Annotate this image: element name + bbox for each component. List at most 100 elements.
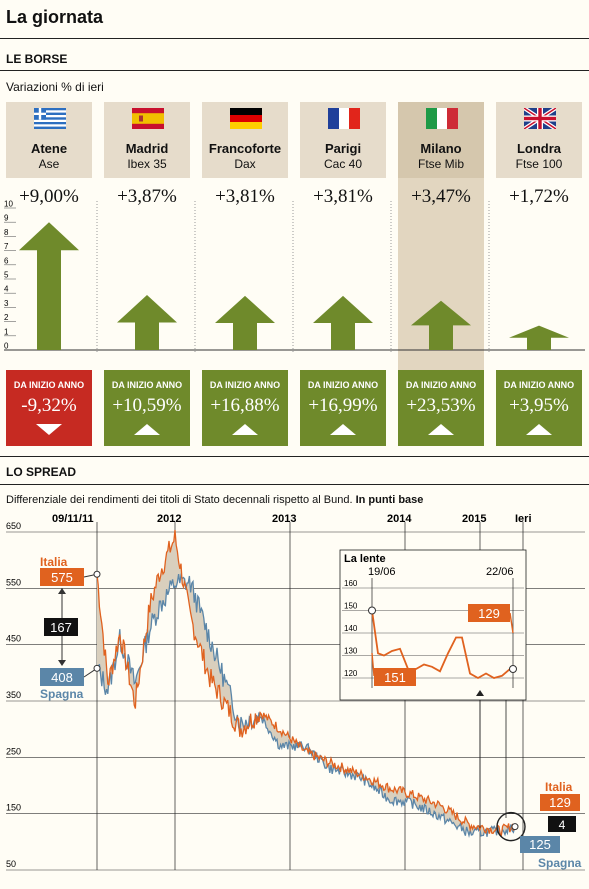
date-label: 09/11/11 bbox=[52, 513, 94, 525]
ytd-value: +23,53% bbox=[406, 395, 476, 416]
ytd-label: DA INIZIO ANNO bbox=[503, 380, 575, 390]
diff-box bbox=[548, 816, 576, 832]
lente-series-line bbox=[371, 610, 513, 680]
market-header-francoforte: Francoforte Dax bbox=[202, 102, 288, 178]
greece-flag bbox=[34, 108, 66, 129]
ytd-label: DA INIZIO ANNO bbox=[405, 380, 477, 390]
bar-arrow-madrid bbox=[117, 295, 177, 350]
ytd-box: DA INIZIO ANNO -9,32% bbox=[6, 370, 92, 446]
market-city: Parigi bbox=[324, 141, 362, 156]
spread-chart: 650 550 450 350 250 150 50 09/11/11 2012 2013 2014… bbox=[6, 513, 585, 871]
market-index: Ibex 35 bbox=[127, 157, 167, 171]
arrow-up-icon bbox=[428, 424, 454, 435]
lente-italia-value: 129 bbox=[478, 606, 500, 621]
page-header: La giornata bbox=[0, 0, 589, 39]
divider bbox=[0, 484, 589, 485]
ytick-label: 50 bbox=[6, 859, 16, 869]
spread-title: LO SPREAD bbox=[6, 465, 77, 479]
ytick-label: 3 bbox=[4, 299, 9, 308]
lente-start-date: 19/06 bbox=[368, 566, 396, 578]
ytd-value: -9,32% bbox=[21, 395, 77, 416]
ytd-box: DA INIZIO ANNO +10,59% bbox=[104, 370, 190, 446]
ytick-label: 0 bbox=[4, 342, 9, 351]
arrow-up-icon bbox=[526, 424, 552, 435]
diff-value: 167 bbox=[50, 620, 72, 635]
ytick-label: 150 bbox=[6, 803, 21, 813]
market-index: Ftse Mib bbox=[417, 157, 464, 171]
lente-spagna-box bbox=[374, 668, 416, 686]
ytick-label: 650 bbox=[6, 521, 21, 531]
page-title: La giornata bbox=[6, 7, 104, 27]
ytick-label: 4 bbox=[4, 285, 9, 294]
spagna-label: Spagna bbox=[538, 856, 582, 870]
spagna-end-value: 125 bbox=[529, 837, 551, 852]
ytick-label: 7 bbox=[4, 242, 9, 251]
spread-unit: In punti base bbox=[355, 494, 424, 506]
lente-spagna-value: 151 bbox=[384, 670, 406, 685]
date-label: 2015 bbox=[462, 513, 486, 525]
divider bbox=[0, 456, 589, 457]
market-change: +3,47% bbox=[411, 186, 471, 207]
ytd-box: DA INIZIO ANNO +23,53% bbox=[398, 370, 484, 446]
ytd-label: DA INIZIO ANNO bbox=[13, 380, 85, 390]
diff-value: 4 bbox=[559, 818, 566, 832]
ytd-value: +16,99% bbox=[308, 395, 378, 416]
lente-ytick: 160 bbox=[344, 579, 358, 588]
lente-ytick: 140 bbox=[344, 624, 358, 633]
arrow-up-icon bbox=[476, 690, 484, 696]
lente-ytick: 120 bbox=[344, 669, 358, 678]
arrow-down-icon bbox=[58, 660, 66, 666]
bar-arrow-londra bbox=[509, 325, 569, 350]
lente-end-date: 22/06 bbox=[486, 566, 514, 578]
market-city: Madrid bbox=[125, 141, 169, 156]
market-header-atene: Atene Ase bbox=[6, 102, 92, 178]
uk-flag bbox=[524, 108, 556, 129]
spread-subtitle-text: Differenziale dei rendimenti dei titoli … bbox=[6, 494, 353, 506]
italia-start-box bbox=[40, 568, 84, 586]
borse-title: LE BORSE bbox=[6, 52, 68, 66]
ytd-value: +3,95% bbox=[509, 395, 569, 416]
italia-end-value: 129 bbox=[549, 795, 571, 810]
germany-flag bbox=[230, 108, 262, 129]
market-change: +3,81% bbox=[215, 186, 275, 207]
ytick-label: 250 bbox=[6, 746, 21, 756]
ytick-label: 350 bbox=[6, 690, 21, 700]
market-city: Francoforte bbox=[208, 141, 282, 156]
bar-arrow-francoforte bbox=[215, 295, 275, 350]
lente-leader bbox=[509, 612, 514, 634]
spread-subtitle: Differenziale dei rendimenti dei titoli … bbox=[6, 494, 423, 506]
ytd-box: DA INIZIO ANNO +3,95% bbox=[496, 370, 582, 446]
spagna-label: Spagna bbox=[40, 687, 84, 701]
italia-end-box bbox=[540, 794, 580, 811]
lente-italia-box bbox=[468, 604, 510, 622]
ytd-box: DA INIZIO ANNO +16,99% bbox=[300, 370, 386, 446]
lente-title: La lente bbox=[344, 553, 386, 565]
date-label: 2013 bbox=[272, 513, 296, 525]
france-flag bbox=[328, 108, 360, 129]
italy-flag bbox=[426, 108, 458, 129]
highlight-circle bbox=[496, 811, 526, 842]
arrow-up-icon bbox=[232, 424, 258, 435]
market-header-parigi: Parigi Cac 40 bbox=[300, 102, 386, 178]
market-header-londra: Londra Ftse 100 bbox=[496, 102, 582, 178]
italia-start-value: 575 bbox=[51, 570, 73, 585]
ytd-value: +16,88% bbox=[210, 395, 280, 416]
ytd-box: DA INIZIO ANNO +16,88% bbox=[202, 370, 288, 446]
spagna-start-value: 408 bbox=[51, 670, 73, 685]
ytick-label: 450 bbox=[6, 634, 21, 644]
data-point bbox=[368, 606, 376, 615]
bar-arrow-milano bbox=[411, 300, 471, 350]
date-label: 2014 bbox=[387, 513, 412, 525]
data-point bbox=[511, 823, 519, 831]
market-index: Ase bbox=[38, 157, 60, 171]
divider bbox=[0, 70, 589, 71]
market-index: Cac 40 bbox=[323, 157, 363, 171]
arrow-down-icon bbox=[36, 424, 62, 435]
lente-ytick: 150 bbox=[344, 602, 358, 611]
italia-label: Italia bbox=[40, 555, 68, 569]
data-point bbox=[93, 570, 101, 578]
bar-arrow-parigi bbox=[313, 295, 373, 350]
market-index: Ftse 100 bbox=[515, 157, 563, 171]
spagna-start-box bbox=[40, 668, 84, 686]
